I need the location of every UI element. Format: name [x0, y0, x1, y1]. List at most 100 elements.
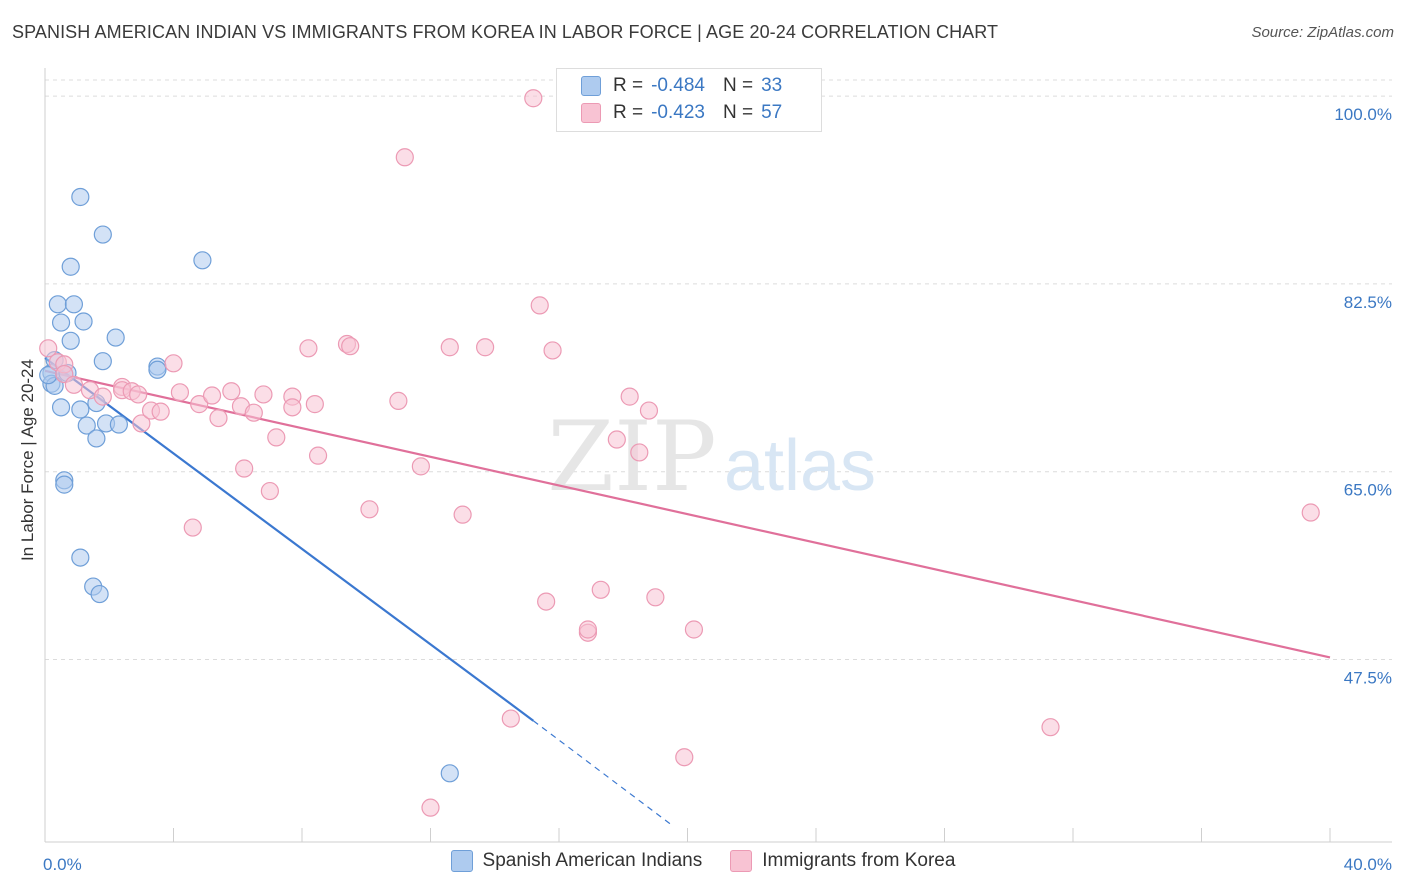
point-immigrants-from-korea	[411, 457, 430, 476]
chart-title: SPANISH AMERICAN INDIAN VS IMMIGRANTS FR…	[12, 22, 999, 42]
point-immigrants-from-korea	[209, 408, 228, 428]
point-immigrants-from-korea	[524, 89, 543, 108]
point-spanish-american-indians	[90, 584, 109, 604]
point-immigrants-from-korea	[630, 443, 649, 462]
point-spanish-american-indians	[106, 328, 125, 347]
point-spanish-american-indians	[440, 764, 459, 783]
point-spanish-american-indians	[87, 429, 106, 448]
point-immigrants-from-korea	[170, 383, 190, 402]
point-immigrants-from-korea	[308, 446, 328, 465]
stats-row-pink: R = -0.423 N = 57	[581, 100, 782, 126]
point-immigrants-from-korea	[591, 580, 610, 599]
point-immigrants-from-korea	[190, 395, 209, 414]
y-tick-label: 65.0%	[1344, 481, 1392, 500]
series-legend: Spanish American Indians Immigrants from…	[0, 850, 1406, 872]
point-immigrants-from-korea	[675, 748, 694, 767]
point-immigrants-from-korea	[305, 395, 324, 414]
stats-row-blue: R = -0.484 N = 33	[581, 73, 782, 99]
point-spanish-american-indians	[148, 360, 167, 379]
point-spanish-american-indians	[109, 415, 128, 434]
point-spanish-american-indians	[71, 187, 90, 207]
point-immigrants-from-korea	[360, 500, 379, 519]
point-immigrants-from-korea	[164, 354, 183, 373]
point-immigrants-from-korea	[151, 402, 170, 421]
watermark: ZIP atlas	[547, 401, 876, 513]
point-immigrants-from-korea	[283, 398, 302, 417]
point-immigrants-from-korea	[132, 414, 151, 433]
r-label: R =	[613, 75, 644, 96]
point-spanish-american-indians	[93, 225, 112, 244]
y-tick-label: 82.5%	[1344, 293, 1392, 312]
point-immigrants-from-korea	[620, 387, 639, 406]
point-immigrants-from-korea	[341, 337, 360, 356]
point-immigrants-from-korea	[244, 403, 263, 422]
point-immigrants-from-korea	[476, 338, 495, 357]
point-spanish-american-indians	[48, 295, 67, 314]
point-spanish-american-indians	[74, 312, 93, 331]
point-immigrants-from-korea	[607, 430, 626, 449]
legend-label: Immigrants from Korea	[762, 850, 956, 871]
trendline-spanish-american-indians	[44, 357, 534, 722]
point-immigrants-from-korea	[1041, 718, 1060, 737]
axes	[44, 68, 1392, 843]
point-immigrants-from-korea	[202, 386, 222, 405]
point-immigrants-from-korea	[543, 341, 562, 360]
point-immigrants-from-korea	[421, 798, 440, 817]
point-immigrants-from-korea	[530, 296, 549, 315]
point-immigrants-from-korea	[440, 338, 459, 357]
point-immigrants-from-korea	[395, 148, 414, 167]
y-tick-label: 100.0%	[1334, 105, 1392, 124]
n-label: N =	[722, 102, 754, 123]
point-spanish-american-indians	[55, 475, 74, 494]
n-label: N =	[722, 75, 754, 96]
point-immigrants-from-korea	[235, 459, 254, 478]
point-immigrants-from-korea	[39, 339, 58, 358]
point-immigrants-from-korea	[183, 518, 202, 537]
r-value: -0.484	[651, 75, 705, 96]
point-immigrants-from-korea	[93, 387, 112, 406]
point-immigrants-from-korea	[64, 375, 84, 394]
trendline-extension-spanish-american-indians	[532, 720, 672, 826]
point-spanish-american-indians	[51, 313, 71, 332]
r-value: -0.423	[651, 102, 705, 123]
pink-swatch	[581, 103, 601, 123]
point-immigrants-from-korea	[578, 620, 598, 639]
point-immigrants-from-korea	[501, 709, 520, 728]
point-spanish-american-indians	[61, 257, 80, 276]
x-tick-label: 0.0%	[43, 855, 82, 874]
grid-lines	[45, 79, 1392, 661]
point-immigrants-from-korea	[537, 592, 556, 611]
point-immigrants-from-korea	[684, 620, 704, 639]
point-spanish-american-indians	[64, 295, 84, 314]
point-immigrants-from-korea	[639, 401, 659, 420]
point-immigrants-from-korea	[267, 428, 286, 447]
blue-swatch	[581, 76, 601, 96]
point-immigrants-from-korea	[1301, 503, 1320, 522]
point-immigrants-from-korea	[222, 382, 241, 401]
point-immigrants-from-korea	[646, 588, 665, 607]
point-spanish-american-indians	[93, 352, 112, 371]
r-label: R =	[613, 102, 644, 123]
legend-item-immigrants-from-korea[interactable]: Immigrants from Korea	[730, 850, 955, 872]
point-immigrants-from-korea	[389, 391, 408, 410]
point-spanish-american-indians	[71, 548, 90, 567]
point-immigrants-from-korea	[254, 385, 273, 404]
legend-label: Spanish American Indians	[482, 850, 703, 871]
point-spanish-american-indians	[51, 398, 71, 417]
point-immigrants-from-korea	[299, 339, 318, 358]
x-tick-label: 40.0%	[1344, 855, 1392, 874]
n-value: 33	[761, 75, 783, 96]
point-immigrants-from-korea	[260, 481, 279, 501]
point-spanish-american-indians	[77, 416, 96, 435]
watermark-atlas: atlas	[724, 426, 876, 506]
point-spanish-american-indians	[61, 331, 80, 350]
point-spanish-american-indians	[71, 400, 90, 419]
n-value: 57	[761, 102, 783, 123]
point-spanish-american-indians	[193, 251, 212, 270]
source-label: Source: ZipAtlas.com	[1251, 24, 1394, 41]
legend-item-spanish-american-indians[interactable]: Spanish American Indians	[450, 850, 703, 872]
y-tick-label: 47.5%	[1344, 669, 1392, 688]
data-points	[39, 89, 1320, 817]
pink-swatch	[730, 850, 753, 872]
